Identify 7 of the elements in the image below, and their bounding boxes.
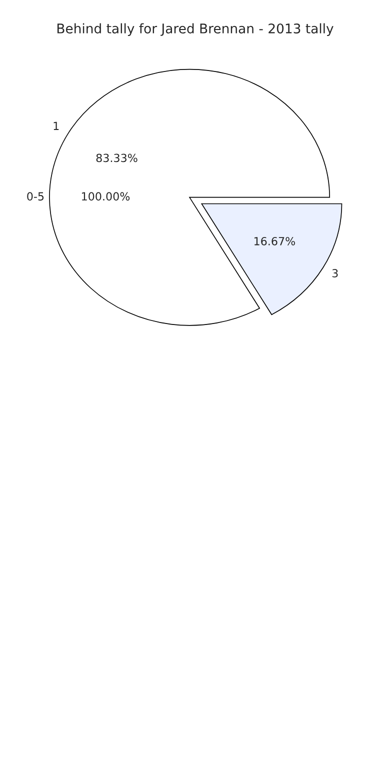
slice-label: 3 (332, 269, 338, 278)
data-label: 83.33% (96, 154, 138, 162)
data-label: 16.67% (254, 236, 296, 246)
slice-label: 1 (54, 122, 59, 130)
text: 100.00% (82, 192, 130, 201)
text: 0-5 (27, 192, 44, 201)
chart-title: Behind tally for Jared Brennan - 2013 tally (57, 23, 334, 36)
